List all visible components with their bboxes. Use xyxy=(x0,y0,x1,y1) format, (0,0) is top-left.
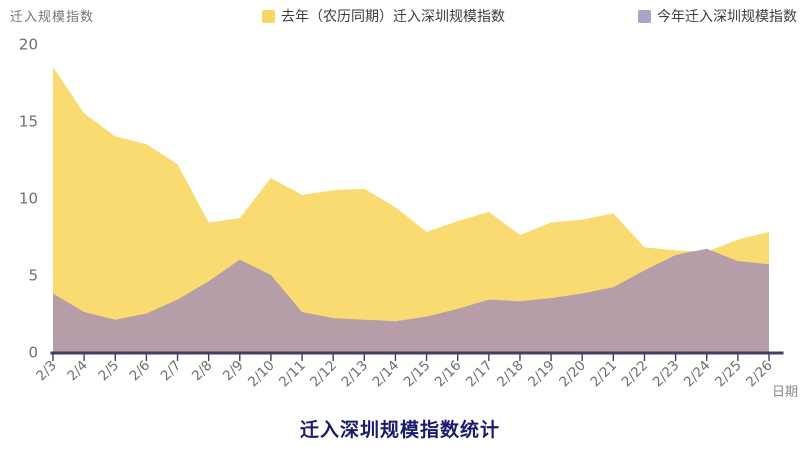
x-axis-label: 2/20 xyxy=(556,358,589,391)
x-axis-label: 2/26 xyxy=(743,358,776,391)
x-axis-label: 2/18 xyxy=(494,358,527,391)
x-axis-label: 2/24 xyxy=(681,358,714,391)
legend-item-this-year[interactable]: 今年迁入深圳规模指数 xyxy=(638,7,797,25)
x-axis-label: 2/7 xyxy=(158,358,185,385)
x-axis-label: 2/11 xyxy=(276,358,309,391)
x-axis-label: 2/6 xyxy=(127,358,154,385)
x-axis-label: 2/15 xyxy=(401,358,434,391)
legend-label-last-year: 去年（农历同期）迁入深圳规模指数 xyxy=(281,9,505,25)
x-axis-title: 日期 xyxy=(772,385,799,400)
x-axis-label: 2/3 xyxy=(33,358,60,385)
x-axis-label: 2/23 xyxy=(650,358,683,391)
y-axis-title: 迁入规模指数 xyxy=(10,10,95,25)
series-area-this-year[interactable] xyxy=(53,248,769,352)
x-axis-label: 2/9 xyxy=(220,358,247,385)
y-axis-label: 15 xyxy=(19,113,38,131)
x-axis-label: 2/12 xyxy=(307,358,340,391)
y-axis-label: 20 xyxy=(19,36,38,54)
y-axis-label: 10 xyxy=(19,190,38,208)
x-axis-line xyxy=(50,351,784,355)
x-axis-label: 2/14 xyxy=(369,358,402,391)
y-axis-label: 5 xyxy=(28,267,38,285)
x-axis-label: 2/8 xyxy=(189,358,216,385)
x-axis-label: 2/4 xyxy=(64,358,91,385)
x-axis-label: 2/10 xyxy=(245,358,278,391)
x-axis-label: 2/13 xyxy=(338,358,371,391)
y-axis-label: 0 xyxy=(28,344,38,362)
x-axis-label: 2/16 xyxy=(432,358,465,391)
x-axis-label: 2/17 xyxy=(463,358,496,391)
chart-legend: 去年（农历同期）迁入深圳规模指数 今年迁入深圳规模指数 xyxy=(0,7,800,27)
chart-title: 迁入深圳规模指数统计 xyxy=(299,419,500,441)
legend-item-last-year[interactable]: 去年（农历同期）迁入深圳规模指数 xyxy=(262,7,505,25)
legend-swatch-this-year xyxy=(638,9,651,23)
x-axis-label: 2/22 xyxy=(619,358,652,391)
legend-swatch-last-year xyxy=(262,9,275,23)
x-axis-label: 2/21 xyxy=(587,358,620,391)
x-axis-label: 2/25 xyxy=(712,358,745,391)
x-axis-label: 2/19 xyxy=(525,358,558,391)
legend-label-this-year: 今年迁入深圳规模指数 xyxy=(657,9,797,25)
x-axis-label: 2/5 xyxy=(95,358,122,385)
